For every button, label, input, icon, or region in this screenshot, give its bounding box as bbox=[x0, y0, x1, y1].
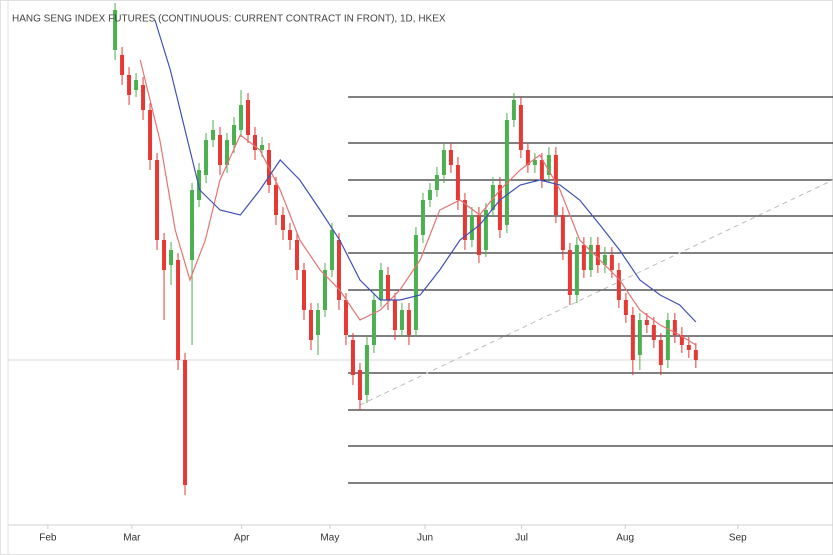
candle-body bbox=[232, 125, 237, 145]
candle-body bbox=[553, 155, 558, 215]
x-tick-label: Aug bbox=[616, 533, 634, 544]
x-tick-label: Jul bbox=[515, 533, 528, 544]
candle-body bbox=[511, 100, 516, 120]
x-tick-label: Jun bbox=[417, 533, 433, 544]
candle-body bbox=[301, 270, 306, 310]
candle-body bbox=[581, 245, 586, 270]
candle-body bbox=[399, 310, 404, 330]
candle-body bbox=[308, 310, 313, 340]
candle-body bbox=[218, 135, 223, 165]
candle-body bbox=[371, 300, 376, 345]
candle-body bbox=[637, 320, 642, 355]
candle-body bbox=[315, 310, 320, 335]
candle-body bbox=[434, 175, 439, 190]
candle-body bbox=[385, 275, 390, 300]
trend-line bbox=[359, 179, 833, 406]
x-tick-label: Apr bbox=[234, 533, 250, 544]
candle-body bbox=[588, 245, 593, 270]
candle-body bbox=[595, 245, 600, 265]
x-tick-label: Mar bbox=[123, 533, 141, 544]
candle-body bbox=[567, 250, 572, 295]
candle-body bbox=[672, 320, 677, 335]
candle-body bbox=[609, 255, 614, 270]
average-line bbox=[139, 59, 697, 346]
candle-body bbox=[392, 300, 397, 330]
chart-title: HANG SENG INDEX FUTURES (CONTINUOUS: CUR… bbox=[12, 14, 446, 25]
candle-body bbox=[665, 320, 670, 360]
candle-body bbox=[539, 160, 544, 180]
candle-body bbox=[162, 240, 167, 270]
candle-body bbox=[504, 120, 509, 225]
candle-body bbox=[225, 140, 230, 165]
candle-body bbox=[406, 310, 411, 335]
x-tick-label: Feb bbox=[39, 533, 57, 544]
candle-body bbox=[462, 200, 467, 240]
candle-body bbox=[623, 300, 628, 315]
candle-body bbox=[518, 105, 523, 150]
x-tick-label: May bbox=[320, 533, 339, 544]
candle-body bbox=[546, 155, 551, 175]
candle-body bbox=[350, 340, 355, 375]
candle-body bbox=[644, 320, 649, 325]
candle-body bbox=[127, 75, 132, 95]
candle-body bbox=[190, 190, 195, 260]
candle-body bbox=[343, 300, 348, 335]
candle-body bbox=[281, 215, 285, 230]
candle-body bbox=[120, 55, 125, 75]
candle-body bbox=[448, 150, 453, 165]
candle-body bbox=[658, 340, 663, 365]
candle-body bbox=[574, 245, 579, 295]
candle-body bbox=[329, 230, 334, 270]
candle-body bbox=[113, 10, 118, 50]
candle-body bbox=[413, 235, 418, 330]
candle-body bbox=[287, 230, 292, 240]
candle-body bbox=[420, 200, 425, 235]
candle-body bbox=[630, 315, 635, 360]
candle-body bbox=[134, 80, 139, 90]
candle-body bbox=[469, 215, 474, 240]
candle-body bbox=[364, 345, 369, 395]
candle-body bbox=[651, 325, 656, 340]
candle-body bbox=[322, 270, 327, 310]
candle-body bbox=[560, 215, 565, 250]
candle-body bbox=[693, 350, 698, 360]
candle-body bbox=[490, 185, 495, 210]
candle-body bbox=[427, 190, 432, 200]
candle-body bbox=[211, 130, 216, 140]
candle-body bbox=[169, 250, 174, 265]
candle-body bbox=[441, 150, 446, 175]
candle-body bbox=[378, 270, 383, 300]
candle-body bbox=[183, 360, 188, 485]
candle-body bbox=[497, 185, 502, 230]
candle-body bbox=[260, 145, 265, 150]
average-line bbox=[154, 19, 697, 323]
candle-body bbox=[239, 105, 244, 130]
candle-body bbox=[532, 160, 537, 165]
candle-body bbox=[616, 270, 621, 300]
candle-body bbox=[274, 185, 279, 215]
candle-body bbox=[204, 140, 209, 175]
candle-body bbox=[155, 160, 160, 240]
candle-body bbox=[357, 370, 362, 400]
candle-body bbox=[483, 210, 488, 250]
candle-body bbox=[686, 345, 691, 350]
candle-body bbox=[525, 150, 530, 165]
candle-body bbox=[176, 260, 181, 360]
candle-body bbox=[253, 135, 258, 150]
candle-body bbox=[476, 215, 481, 255]
candle-body bbox=[602, 255, 607, 265]
x-tick-label: Sep bbox=[729, 533, 747, 544]
candle-body bbox=[148, 110, 153, 160]
candle-body bbox=[336, 240, 341, 300]
candle-body bbox=[679, 335, 684, 345]
candle-body bbox=[246, 100, 251, 135]
candle-body bbox=[294, 240, 299, 270]
candle-body bbox=[455, 165, 460, 200]
candle-body bbox=[141, 85, 146, 110]
